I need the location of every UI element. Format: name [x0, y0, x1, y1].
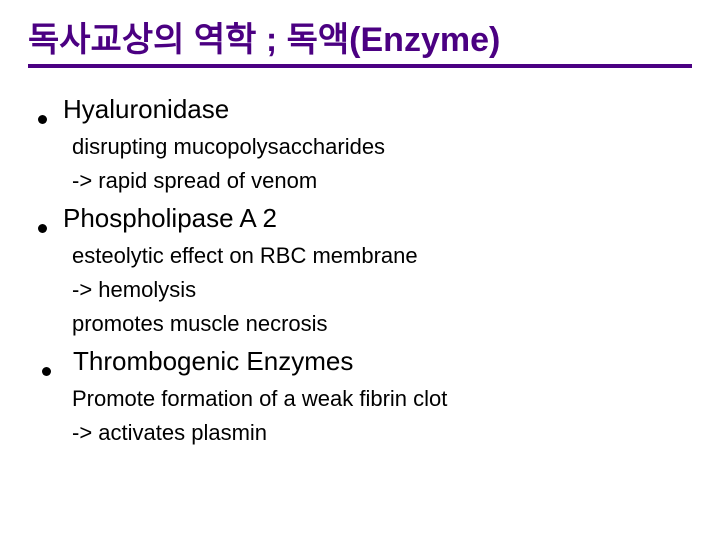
slide-title: 독사교상의 역학 ; 독액(Enzyme) [28, 18, 692, 68]
bullet-subtext: disrupting mucopolysaccharides [72, 131, 692, 163]
bullet-dot-icon [42, 367, 51, 376]
bullet-label: Thrombogenic Enzymes [73, 346, 353, 377]
bullet-list: Hyaluronidase disrupting mucopolysacchari… [28, 94, 692, 448]
bullet-subtext: promotes muscle necrosis [72, 308, 692, 340]
bullet-label: Phospholipase A 2 [63, 203, 277, 234]
bullet-subtext: -> activates plasmin [72, 417, 692, 449]
bullet-row: Hyaluronidase [28, 94, 692, 125]
bullet-dot-icon [38, 224, 47, 233]
bullet-dot-icon [38, 115, 47, 124]
bullet-subtext: Promote formation of a weak fibrin clot [72, 383, 692, 415]
bullet-subtext: esteolytic effect on RBC membrane [72, 240, 692, 272]
bullet-row: Phospholipase A 2 [28, 203, 692, 234]
bullet-row: Thrombogenic Enzymes [28, 346, 692, 377]
bullet-subtext: -> hemolysis [72, 274, 692, 306]
bullet-subtext: -> rapid spread of venom [72, 165, 692, 197]
bullet-label: Hyaluronidase [63, 94, 229, 125]
